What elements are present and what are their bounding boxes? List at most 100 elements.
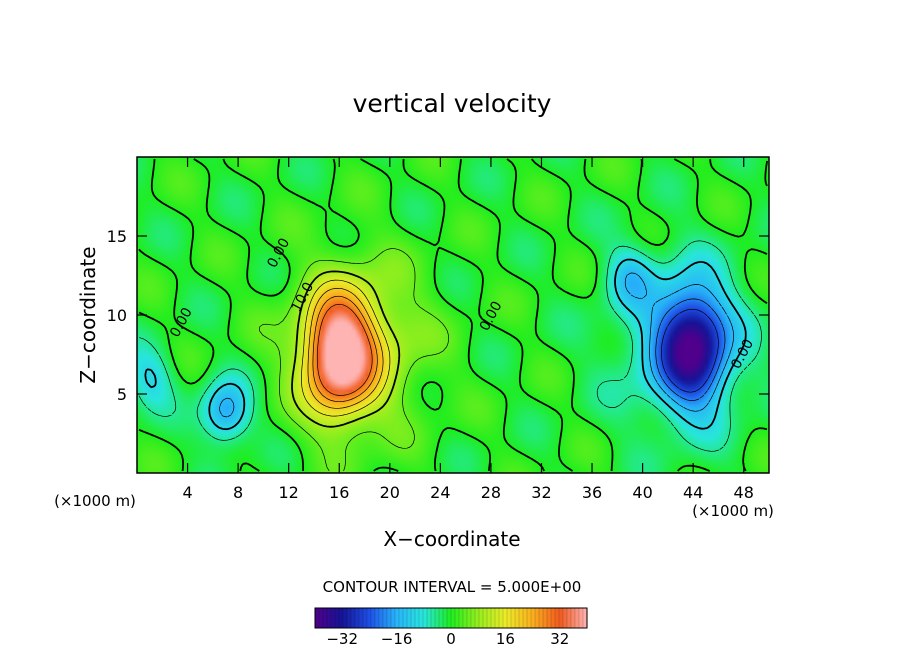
colorbar-swatch: [519, 608, 524, 628]
x-tick-label: 48: [734, 483, 754, 502]
colorbar-tick-label: 32: [550, 630, 569, 648]
contour-level-0: [138, 158, 768, 472]
x-axis-unit-right: (×1000 m): [692, 502, 774, 520]
colorbar-swatch: [347, 608, 352, 628]
colorbar-swatch: [315, 608, 320, 628]
colorbar-tick-label: 16: [496, 630, 515, 648]
colorbar-swatch: [491, 608, 496, 628]
contour-level-neg25: [661, 308, 719, 393]
colorbar-swatch: [459, 608, 464, 628]
colorbar-swatch: [331, 608, 336, 628]
colorbar-swatch: [467, 608, 472, 628]
x-tick-label: 32: [531, 483, 551, 502]
colorbar-swatch: [395, 608, 400, 628]
colorbar-swatch: [335, 608, 340, 628]
colorbar-swatch: [567, 608, 572, 628]
colorbar-swatch: [571, 608, 576, 628]
contour-lines: [138, 158, 768, 472]
colorbar-tick-label: −16: [381, 630, 413, 648]
colorbar-swatch: [419, 608, 424, 628]
contour-level-25: [312, 295, 378, 403]
colorbar-swatch: [575, 608, 580, 628]
y-axis: 5 10 15: [107, 227, 769, 404]
chart-title: vertical velocity: [353, 89, 552, 118]
contour-level-15: [301, 279, 391, 417]
contour-level-neg10: [144, 258, 747, 431]
colorbar-swatch: [431, 608, 436, 628]
colorbar-swatch: [535, 608, 540, 628]
colorbar-tick-label: −32: [326, 630, 358, 648]
colorbar-swatch: [495, 608, 500, 628]
contour-level-neg15: [219, 272, 734, 418]
colorbar-swatch: [399, 608, 404, 628]
colorbar-swatch: [323, 608, 328, 628]
contour-interval-note: CONTOUR INTERVAL = 5.000E+00: [323, 578, 582, 596]
colorbar-swatch: [543, 608, 548, 628]
colorbar: −32 −16 0 16 32: [314, 607, 588, 648]
contour-level-10: [291, 270, 401, 428]
contour-level-20: [307, 287, 384, 409]
colorbar-swatch: [511, 608, 516, 628]
colorbar-swatch: [463, 608, 468, 628]
colorbar-swatch: [455, 608, 460, 628]
x-tick-label: 36: [582, 483, 602, 502]
colorbar-swatch: [367, 608, 372, 628]
colorbar-swatch: [475, 608, 480, 628]
colorbar-swatch: [363, 608, 368, 628]
colorbar-tick-label: 0: [446, 630, 456, 648]
colorbar-swatch: [339, 608, 344, 628]
colorbar-swatch: [439, 608, 444, 628]
colorbar-swatch: [411, 608, 416, 628]
colorbar-swatch: [479, 608, 484, 628]
contour-level-30: [316, 303, 373, 396]
x-axis-unit-left: (×1000 m): [54, 492, 136, 510]
colorbar-swatch: [503, 608, 508, 628]
colorbar-swatch: [471, 608, 476, 628]
x-tick-label: 12: [279, 483, 299, 502]
y-tick-label: 5: [117, 385, 127, 404]
colorbar-swatch: [499, 608, 504, 628]
colorbar-swatch: [379, 608, 384, 628]
colorbar-swatch: [527, 608, 532, 628]
colorbar-swatch: [547, 608, 552, 628]
colorbar-swatch: [387, 608, 392, 628]
contour-level-5: [259, 248, 449, 472]
colorbar-swatch: [327, 608, 332, 628]
colorbar-swatch: [407, 608, 412, 628]
colorbar-swatch: [551, 608, 556, 628]
y-tick-label: 15: [107, 227, 127, 246]
colorbar-swatch: [415, 608, 420, 628]
colorbar-swatch: [427, 608, 432, 628]
colorbar-swatch: [435, 608, 440, 628]
colorbar-swatch: [355, 608, 360, 628]
colorbar-swatch: [343, 608, 348, 628]
colorbar-frame: [314, 607, 588, 629]
heatmap-field: [137, 157, 769, 473]
colorbar-swatch: [507, 608, 512, 628]
colorbar-swatch: [371, 608, 376, 628]
colorbar-swatch: [391, 608, 396, 628]
colorbar-swatch: [443, 608, 448, 628]
y-axis-label: Z−coordinate: [76, 246, 100, 383]
colorbar-swatch: [539, 608, 544, 628]
colorbar-swatch: [487, 608, 492, 628]
x-axis-label: X−coordinate: [383, 527, 520, 551]
colorbar-swatch: [515, 608, 520, 628]
colorbar-swatch: [523, 608, 528, 628]
colorbar-swatch: [563, 608, 568, 628]
colorbar-swatch: [451, 608, 456, 628]
colorbar-swatch: [423, 608, 428, 628]
colorbar-swatch: [351, 608, 356, 628]
colorbar-swatch: [483, 608, 488, 628]
x-tick-label: 44: [683, 483, 703, 502]
x-tick-label: 8: [233, 483, 243, 502]
x-tick-label: 4: [182, 483, 192, 502]
contour-level-neg5: [138, 240, 762, 452]
y-tick-label: 10: [107, 306, 127, 325]
contour-level-neg20: [655, 298, 726, 401]
colorbar-swatch: [447, 608, 452, 628]
x-tick-label: 28: [481, 483, 501, 502]
colorbar-swatch: [555, 608, 560, 628]
